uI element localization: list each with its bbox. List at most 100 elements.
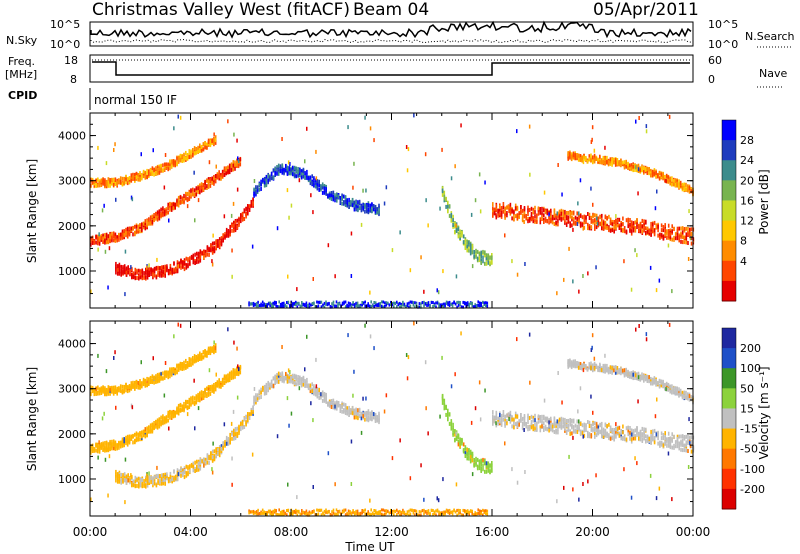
velocity-cell <box>448 412 451 417</box>
power-cell <box>564 218 566 223</box>
power-cell <box>634 228 637 233</box>
power-cell <box>349 303 351 307</box>
power-cell <box>577 157 580 162</box>
power-cell <box>645 129 648 134</box>
velocity-cell <box>343 402 345 407</box>
power-cell <box>469 251 472 256</box>
power-cell <box>355 207 357 212</box>
velocity-cell <box>346 411 349 416</box>
velocity-cell <box>185 358 187 363</box>
power-cell <box>514 214 517 219</box>
power-cell <box>560 217 563 222</box>
velocity-cell <box>480 462 482 467</box>
power-cell <box>634 248 636 253</box>
power-cell <box>337 304 339 308</box>
power-cell <box>461 233 463 238</box>
power-cell <box>414 301 416 305</box>
velocity-cell <box>135 437 138 442</box>
power-cell <box>611 228 614 233</box>
power-cell <box>288 171 291 176</box>
power-cell <box>192 260 195 265</box>
velocity-cell <box>95 442 97 447</box>
velocity-cell <box>202 350 205 355</box>
power-cell <box>179 153 182 158</box>
power-cell <box>609 161 612 166</box>
power-cell <box>471 250 474 255</box>
power-cell <box>302 302 305 306</box>
power-cell <box>660 233 663 238</box>
velocity-cell <box>482 463 484 468</box>
velocity-cell <box>158 424 161 429</box>
power-cell <box>155 166 157 171</box>
power-cell <box>641 164 643 169</box>
power-cell <box>163 167 166 172</box>
velocity-cell <box>358 414 361 419</box>
velocity-cell <box>95 387 97 391</box>
velocity-cell <box>290 376 292 380</box>
velocity-cell <box>185 464 188 469</box>
power-cell <box>359 303 362 307</box>
station-title: Christmas Valley West (fitACF) <box>92 0 350 20</box>
velocity-cell <box>227 441 230 446</box>
velocity-cell <box>119 384 122 389</box>
power-cell <box>411 300 413 304</box>
power-cell <box>623 163 626 168</box>
power-cell <box>689 233 691 238</box>
power-cell <box>396 300 398 304</box>
power-cell <box>339 196 342 200</box>
velocity-cell <box>134 438 136 443</box>
power-cell <box>318 187 320 192</box>
velocity-cell <box>311 382 313 387</box>
velocity-cell <box>90 450 92 455</box>
velocity-cell <box>142 382 145 387</box>
power-cell <box>109 183 111 188</box>
power-cell <box>439 206 441 211</box>
power-cell <box>323 184 326 188</box>
power-cell <box>253 193 255 198</box>
power-cell <box>648 228 651 233</box>
velocity-cell <box>199 398 201 403</box>
power-cell <box>360 204 363 209</box>
power-cell <box>601 218 603 223</box>
power-cell <box>102 177 104 182</box>
power-cell <box>448 300 451 304</box>
velocity-cell <box>367 418 370 423</box>
power-cell <box>687 241 689 245</box>
power-cell <box>385 303 388 307</box>
velocity-cell <box>285 376 287 381</box>
velocity-cell <box>466 456 468 461</box>
velocity-data <box>90 321 695 517</box>
power-cell <box>369 203 371 208</box>
velocity-cell <box>371 417 373 422</box>
power-cell <box>367 302 369 306</box>
power-cell <box>181 199 184 204</box>
power-cell <box>550 217 552 222</box>
power-cell <box>530 211 533 216</box>
power-cell <box>114 182 117 186</box>
power-cell <box>241 211 244 216</box>
power-cell <box>594 223 596 228</box>
power-cell <box>203 250 205 255</box>
power-cell <box>497 208 499 213</box>
power-cell <box>276 305 279 309</box>
power-cell <box>543 190 546 195</box>
power-cell <box>134 172 136 177</box>
power-cell <box>153 167 155 172</box>
velocity-cell <box>90 446 92 451</box>
power-cell <box>182 263 184 268</box>
velocity-cell <box>313 389 315 393</box>
velocity-cell <box>286 379 289 384</box>
power-cell <box>296 287 298 292</box>
velocity-cell <box>348 413 350 417</box>
power-cell <box>306 175 308 180</box>
velocity-cell <box>100 444 103 449</box>
power-cell <box>516 206 519 211</box>
power-cell <box>509 207 512 212</box>
power-cell <box>456 300 458 304</box>
power-cell <box>438 302 440 306</box>
velocity-cell <box>144 383 147 388</box>
velocity-cell <box>267 386 269 391</box>
power-cell <box>186 191 189 196</box>
power-cell <box>590 186 592 191</box>
power-cell <box>474 198 477 203</box>
